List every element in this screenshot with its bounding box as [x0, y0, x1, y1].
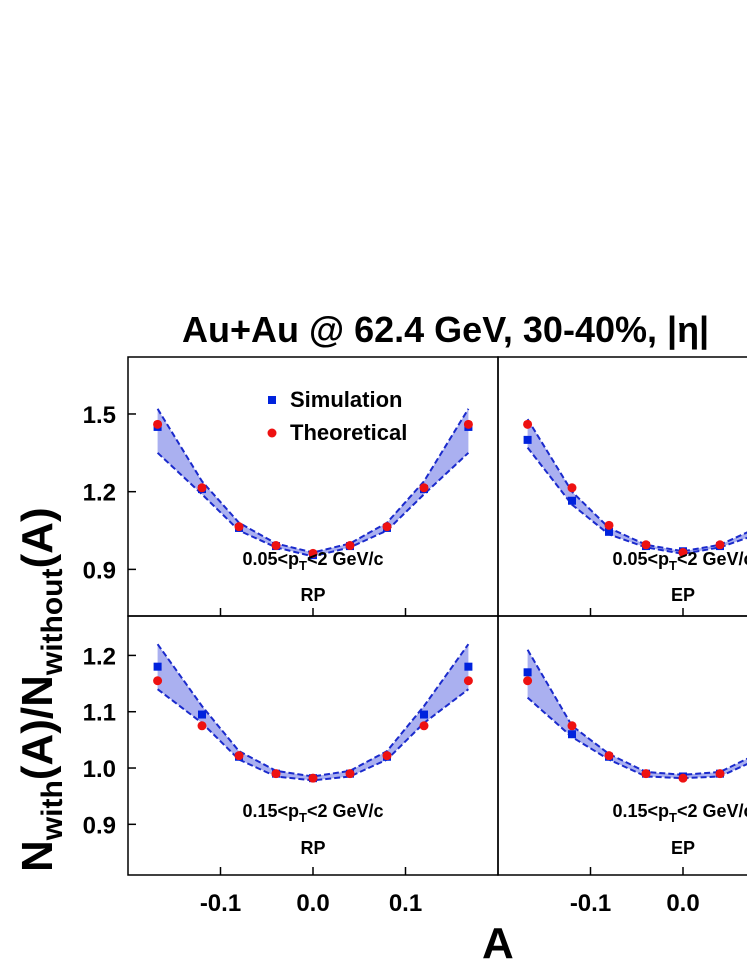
theoretical-point: [234, 522, 244, 532]
y-axis-label: Nwith(A)/Nwithout(A): [13, 507, 69, 872]
panel-pt-label: 0.15<pT<2 GeV/c: [612, 801, 747, 825]
simulation-point: [198, 710, 206, 719]
svg-text:Nwith(A)/Nwithout(A): Nwith(A)/Nwithout(A): [13, 507, 69, 872]
y-tick-label: 0.9: [83, 557, 116, 584]
y-tick-label: 0.9: [83, 812, 116, 839]
theoretical-point: [604, 751, 614, 761]
theoretical-point: [308, 548, 318, 558]
panel-plane-label: RP: [300, 585, 325, 605]
panel-frame: [127, 615, 499, 876]
panel-frame: [497, 356, 747, 617]
simulation-point: [605, 527, 613, 536]
theoretical-point: [678, 548, 688, 558]
theoretical-point: [523, 676, 533, 686]
panel-plane-label: EP: [671, 585, 695, 605]
theoretical-point: [523, 419, 533, 429]
theoretical-point: [382, 751, 392, 761]
y-tick-label: 1.5: [83, 402, 116, 429]
band-fill: [527, 649, 747, 779]
theoretical-point: [382, 522, 392, 532]
y-tick-label: 1.0: [83, 756, 116, 783]
y-tick-label: 1.2: [83, 643, 116, 670]
theoretical-point: [197, 721, 207, 731]
theoretical-point: [715, 769, 725, 779]
panel-top-left: 0.9 1.2 1.5 0.05<pT<2 GeV/c RP: [83, 356, 499, 617]
simulation-point: [153, 662, 162, 671]
theoretical-point: [463, 676, 473, 686]
band-lower-edge: [156, 688, 470, 782]
simulation-point: [523, 668, 532, 677]
simulation-point: [464, 662, 473, 671]
simulation-point: [568, 496, 576, 505]
legend-theoretical-marker: [267, 428, 277, 438]
theoretical-point: [463, 419, 473, 429]
y-tick-label: 1.1: [83, 700, 116, 727]
x-tick-label: 0.0: [666, 890, 699, 917]
band-lower-edge: [526, 447, 747, 555]
theoretical-point: [604, 520, 614, 530]
band-upper-edge: [156, 643, 470, 778]
x-tick-label: 0.0: [296, 890, 329, 917]
x-tick-label: 0.1: [389, 890, 422, 917]
y-tick-label: 1.2: [83, 480, 116, 507]
theoretical-point: [153, 419, 163, 429]
panel-bottom-left: 0.9 1.0 1.1 1.2 -0.1 0.0 0.1 0.15<pT<2 GeV/c RP: [83, 615, 499, 917]
panel-pt-label: 0.15<pT<2 GeV/c: [242, 801, 383, 825]
theoretical-point: [678, 773, 688, 783]
theoretical-point: [234, 751, 244, 761]
theoretical-point: [197, 483, 207, 493]
theoretical-point: [308, 773, 318, 783]
panel-pt-label: 0.05<pT<2 GeV/c: [612, 549, 747, 573]
theoretical-point: [271, 541, 281, 551]
panel-plane-label: EP: [671, 838, 695, 858]
legend-simulation-label: Simulation: [290, 387, 402, 412]
panel-plane-label: RP: [300, 838, 325, 858]
panel-top-right: 0.05<pT<2 GeV/c EP: [497, 356, 747, 617]
band-lower-edge: [156, 452, 470, 558]
panel-pt-label: 0.05<pT<2 GeV/c: [242, 549, 383, 573]
theoretical-point: [419, 483, 429, 493]
legend-simulation-marker: [268, 396, 276, 404]
figure-title: Au+Au @ 62.4 GeV, 30-40%, |η|: [182, 309, 709, 351]
simulation-point: [420, 710, 428, 719]
theoretical-point: [271, 769, 281, 779]
legend: Simulation Theoretical: [267, 387, 407, 445]
simulation-point: [568, 730, 576, 739]
theoretical-point: [153, 676, 163, 686]
theoretical-point: [419, 721, 429, 731]
theoretical-point: [345, 769, 355, 779]
x-axis-label: A: [482, 919, 514, 967]
theoretical-point: [641, 769, 651, 779]
band-upper-edge: [526, 418, 747, 553]
x-tick-label: -0.1: [200, 890, 241, 917]
x-tick-label: -0.1: [570, 890, 611, 917]
legend-theoretical-label: Theoretical: [290, 420, 407, 445]
panel-frame: [497, 615, 747, 876]
simulation-point: [523, 435, 532, 444]
theoretical-point: [641, 540, 651, 550]
theoretical-point: [345, 541, 355, 551]
theoretical-point: [567, 483, 577, 493]
panel-bottom-right: -0.10.00.10.15<pT<2 GeV/cEP: [497, 615, 747, 917]
theoretical-point: [567, 721, 577, 731]
theoretical-point: [715, 540, 725, 550]
band-fill: [527, 419, 747, 554]
